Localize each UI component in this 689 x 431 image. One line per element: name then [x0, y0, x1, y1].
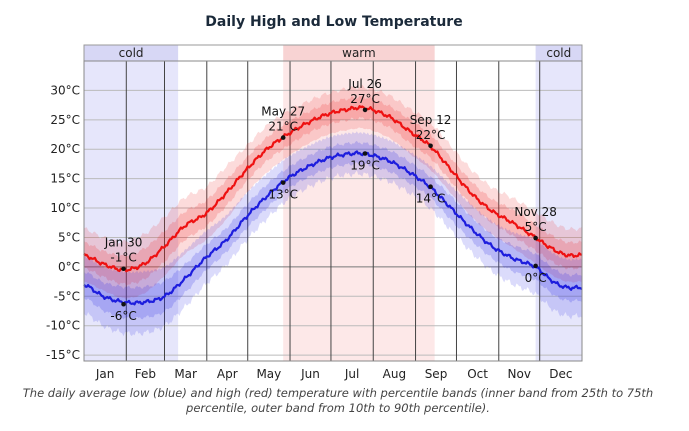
annotation-date: Nov 28 — [514, 205, 557, 219]
y-tick-label: 0°C — [58, 260, 80, 274]
percentile-bands — [84, 84, 582, 337]
x-tick-label: Feb — [135, 367, 156, 381]
annotation-value: 19°C — [350, 159, 380, 173]
annotation-value: 13°C — [268, 188, 298, 202]
x-tick-label: Jun — [300, 367, 320, 381]
x-tick-label: Jul — [344, 367, 359, 381]
series-line-low — [83, 150, 583, 306]
band-outer-low — [84, 131, 582, 337]
annotation-date: May 27 — [261, 105, 305, 119]
x-tick-label: Sep — [425, 367, 448, 381]
y-tick-label: -10°C — [46, 319, 80, 333]
season-header-cold — [535, 45, 582, 61]
series-lines — [83, 105, 583, 306]
gridlines — [84, 61, 582, 361]
y-tick-label: -5°C — [54, 289, 80, 303]
annotation-point — [280, 180, 286, 185]
annotation-value: 27°C — [350, 92, 380, 106]
chart-caption: The daily average low (blue) and high (r… — [22, 386, 654, 415]
x-tick-label: Jan — [95, 367, 115, 381]
y-tick-label: -15°C — [46, 348, 80, 362]
x-tick-label: Aug — [383, 367, 406, 381]
y-tick-label: 30°C — [50, 83, 80, 97]
x-tick-label: May — [256, 367, 281, 381]
annotation-date: Sep 12 — [410, 113, 452, 127]
plot-frame — [83, 60, 583, 362]
annotation-value: -6°C — [110, 309, 136, 323]
y-tick-label: 10°C — [50, 201, 80, 215]
y-tick-label: 15°C — [50, 172, 80, 186]
x-tick-label: Apr — [217, 367, 238, 381]
annotation-value: 5°C — [525, 220, 547, 234]
annotation-date: Jul 26 — [347, 77, 382, 91]
band-inner-high — [84, 95, 582, 286]
annotation-value: 22°C — [416, 128, 446, 142]
annotation-point — [121, 301, 126, 307]
chart-title: Daily High and Low Temperature — [205, 14, 463, 30]
season-band-cold — [84, 61, 179, 361]
season-band-warm — [283, 61, 435, 361]
season-label: cold — [119, 46, 144, 60]
annotation-point — [533, 235, 538, 241]
x-tick-label: Nov — [508, 367, 531, 381]
annotation-point — [362, 151, 368, 156]
annotation-date: Jan 30 — [104, 236, 143, 250]
band-inner-low — [84, 140, 582, 320]
annotation-value: 21°C — [268, 120, 298, 134]
season-label: warm — [342, 46, 376, 60]
band-outer-high — [84, 84, 582, 299]
y-tick-label: 25°C — [50, 113, 80, 127]
axes: -15°C -10°C -5°C 0°C 5°C 10°C 15°C 20°C 25°C 30°C… — [46, 83, 572, 381]
y-tick-label: 20°C — [50, 142, 80, 156]
annotation-point — [428, 184, 433, 190]
annotation-value: 0°C — [525, 271, 547, 285]
y-tick-label: 5°C — [58, 230, 80, 244]
annotation-value: -1°C — [110, 251, 136, 265]
annotation-point — [533, 263, 538, 269]
season-band-cold — [535, 61, 582, 361]
annotation-point — [121, 266, 126, 272]
x-tick-label: Dec — [549, 367, 572, 381]
season-label: cold — [546, 46, 571, 60]
annotation-point — [280, 135, 286, 140]
annotation-point — [428, 143, 433, 149]
season-header-cold — [84, 45, 179, 61]
x-tick-label: Mar — [174, 367, 197, 381]
annotation-value: 14°C — [416, 192, 446, 206]
season-header-warm — [283, 45, 435, 61]
series-line-high — [83, 105, 583, 273]
x-tick-label: Oct — [467, 367, 488, 381]
annotation-point — [362, 107, 368, 113]
